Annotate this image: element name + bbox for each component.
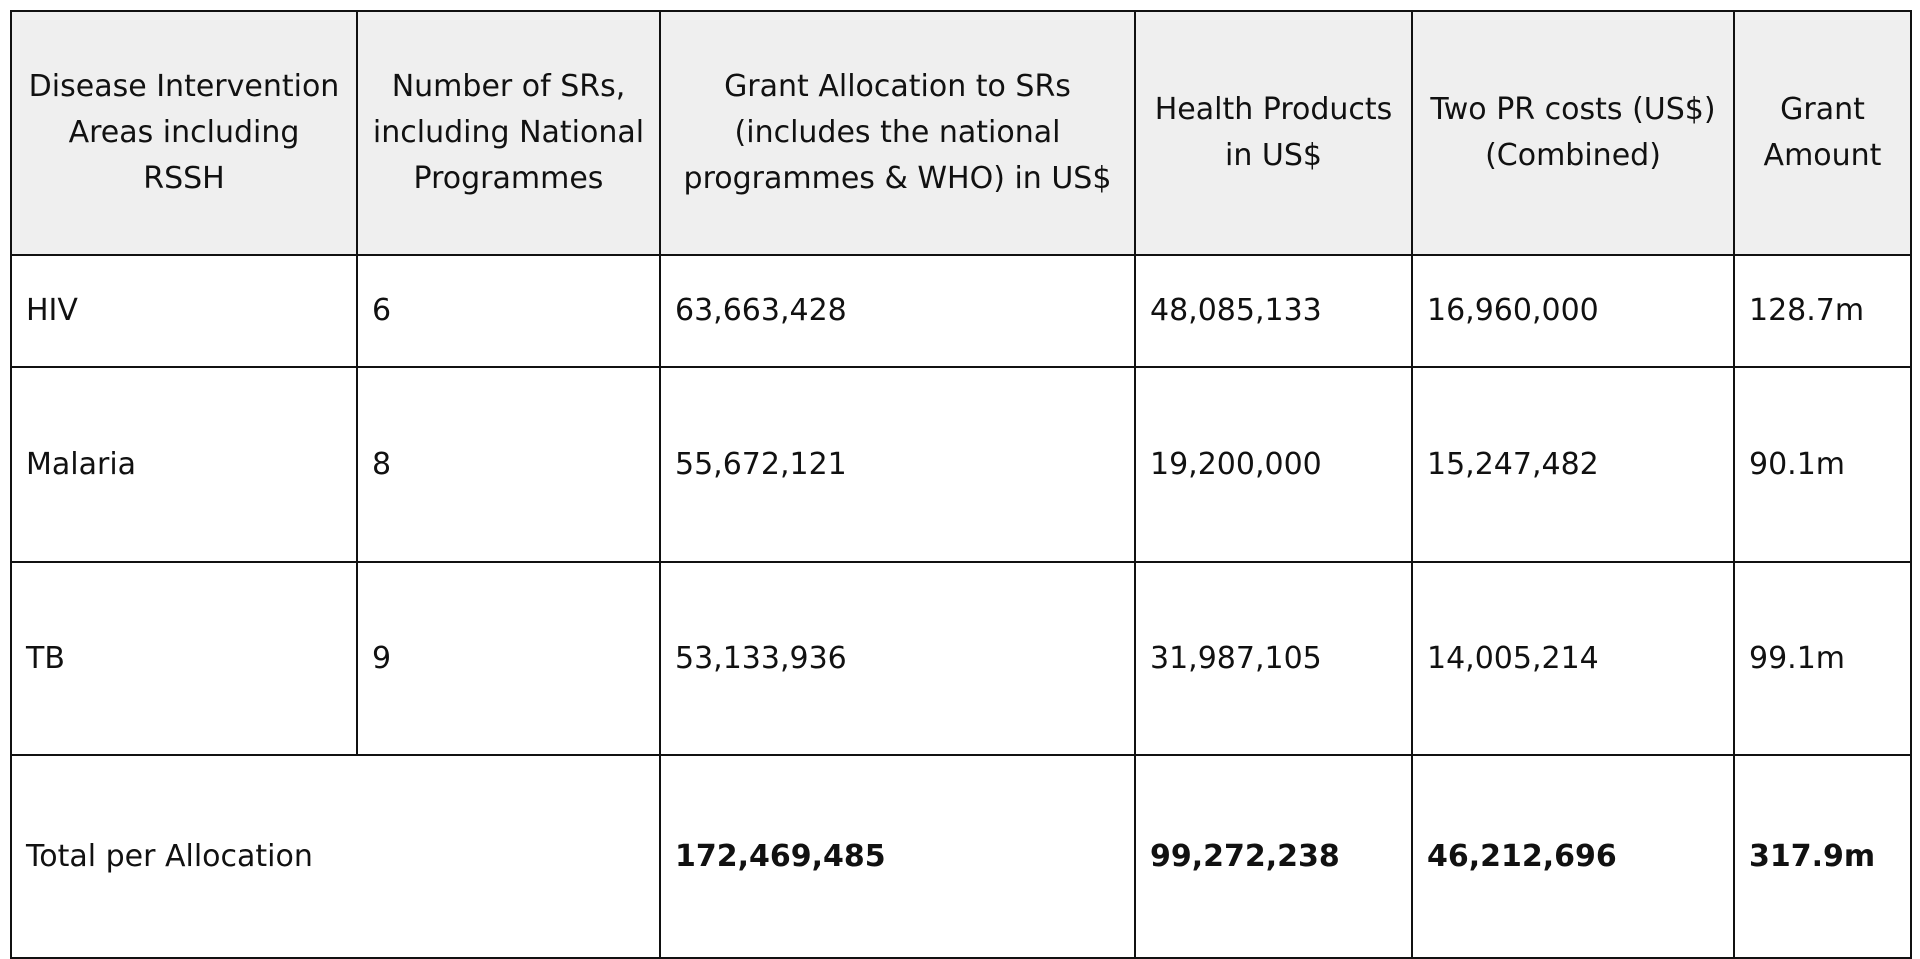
cell: 9 [356, 561, 661, 756]
header-cell: Two PR costs (US$) (Combined) [1411, 10, 1735, 256]
cell: 99.1m [1733, 561, 1912, 756]
header-row: Disease Intervention Areas including RSS… [10, 10, 1912, 256]
total-cell: 99,272,238 [1134, 754, 1413, 959]
cell: 128.7m [1733, 254, 1912, 368]
cell: 53,133,936 [659, 561, 1136, 756]
cell: 15,247,482 [1411, 366, 1735, 563]
data-row: Malaria 8 55,672,121 19,200,000 15,247,4… [10, 366, 1912, 563]
cell: TB [10, 561, 358, 756]
header-cell: Grant Amount [1733, 10, 1912, 256]
cell: 31,987,105 [1134, 561, 1413, 756]
cell: 63,663,428 [659, 254, 1136, 368]
total-cell: 317.9m [1733, 754, 1912, 959]
data-row: TB 9 53,133,936 31,987,105 14,005,214 99… [10, 561, 1912, 756]
cell: 19,200,000 [1134, 366, 1413, 563]
total-row: Total per Allocation 172,469,485 99,272,… [10, 754, 1912, 959]
total-label: Total per Allocation [10, 754, 661, 959]
cell: 6 [356, 254, 661, 368]
header-cell: Number of SRs, including National Progra… [356, 10, 661, 256]
cell: HIV [10, 254, 358, 368]
header-cell: Grant Allocation to SRs (includes the na… [659, 10, 1136, 256]
total-cell: 46,212,696 [1411, 754, 1735, 959]
header-cell: Health Products in US$ [1134, 10, 1413, 256]
cell: 14,005,214 [1411, 561, 1735, 756]
cell: 55,672,121 [659, 366, 1136, 563]
cell: 90.1m [1733, 366, 1912, 563]
allocation-table: Disease Intervention Areas including RSS… [10, 10, 1912, 959]
cell: 16,960,000 [1411, 254, 1735, 368]
cell: 8 [356, 366, 661, 563]
cell: 48,085,133 [1134, 254, 1413, 368]
total-cell: 172,469,485 [659, 754, 1136, 959]
header-cell: Disease Intervention Areas including RSS… [10, 10, 358, 256]
cell: Malaria [10, 366, 358, 563]
data-row: HIV 6 63,663,428 48,085,133 16,960,000 1… [10, 254, 1912, 368]
